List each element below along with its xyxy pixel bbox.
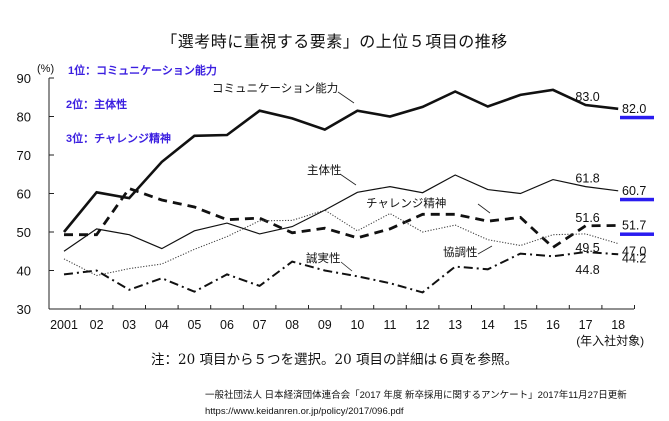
- series-line-5: [63, 250, 619, 294]
- series-line-3: [64, 186, 619, 250]
- y-axis-unit: (%): [37, 63, 54, 75]
- x-axis-label: (年入社対象): [576, 333, 644, 348]
- x-tick-label: 05: [187, 318, 201, 332]
- callout-leader-line: [477, 203, 491, 214]
- callout-leader-line: [477, 245, 493, 255]
- source-line: 一般社団法人 日本経済団体連合会「2017 年度 新卒採用に関するアンケート」2…: [205, 390, 627, 401]
- y-tick-label: 90: [17, 71, 31, 86]
- data-label: 51.6: [575, 211, 599, 225]
- x-tick-label: 08: [285, 318, 299, 332]
- data-label: 44.2: [622, 251, 646, 265]
- x-tick-label: 12: [416, 318, 430, 332]
- data-label: 61.8: [575, 172, 599, 186]
- ranking-legend-item: 3位：チャレンジ精神: [66, 131, 171, 145]
- y-tick-label: 60: [17, 187, 31, 202]
- series-callout-label: コミュニケーション能力: [212, 81, 338, 95]
- x-tick-label: 18: [611, 318, 625, 332]
- x-tick-label: 15: [513, 318, 527, 332]
- y-tick-label: 30: [17, 302, 31, 317]
- y-tick-label: 40: [17, 264, 31, 279]
- highlight-underline: [620, 232, 654, 236]
- y-tick-label: 50: [17, 225, 31, 240]
- series-line-1: [62, 88, 619, 233]
- series-line-2: [63, 174, 619, 252]
- data-label: 83.0: [575, 90, 599, 104]
- highlight-underline: [620, 197, 654, 202]
- y-tick-label: 70: [17, 148, 31, 163]
- source-citation: 一般社団法人 日本経済団体連合会「2017 年度 新卒採用に関するアンケート」2…: [205, 388, 627, 420]
- y-tick-label: 80: [17, 110, 31, 125]
- x-tick-label: 02: [90, 318, 104, 332]
- source-url: https://www.keidanren.or.jp/policy/2017/…: [205, 406, 404, 417]
- x-tick-label: 10: [350, 318, 364, 332]
- callout-leader-line: [339, 173, 357, 186]
- axes: 30 40 50 60 70 80 90 (%) 2001 02 03 04 05 06 07 08 09 10 1…: [17, 63, 645, 348]
- series-callout-label: 協調性: [443, 245, 478, 259]
- x-tick-label: 03: [122, 318, 136, 332]
- x-tick-label: 16: [546, 318, 560, 332]
- data-label: 49.5: [575, 241, 599, 255]
- callout-leader-line: [340, 261, 353, 272]
- data-label: 44.8: [575, 263, 599, 277]
- x-tick-label: 11: [384, 318, 397, 332]
- chart-title: 「選考時に重視する要素」の上位５項目の推移: [161, 32, 508, 51]
- x-tick-label: 14: [481, 318, 495, 332]
- series-callout-label: チャレンジ精神: [366, 196, 446, 210]
- chart-note: 注：20 項目から５つを選択。20 項目の詳細は６頁を参照。: [151, 352, 518, 368]
- data-label: 51.7: [622, 218, 646, 232]
- x-tick-label: 17: [579, 318, 593, 332]
- data-label: 82.0: [622, 102, 646, 116]
- x-tick-label: 04: [155, 318, 169, 332]
- series-callout-label: 誠実性: [306, 251, 341, 265]
- labels-layer: 83.0 82.0 61.8 60.7 51.6 51.7 49.5 47.0 44.8 44.2…: [66, 63, 654, 277]
- highlight-underline: [620, 115, 654, 120]
- x-tick-label: 06: [220, 318, 234, 332]
- series-layer: [62, 88, 619, 294]
- x-tick-label: 09: [318, 318, 332, 332]
- x-tick-label: 13: [448, 318, 462, 332]
- data-label: 60.7: [622, 184, 646, 198]
- callout-leader-line: [337, 91, 355, 104]
- x-tick-label: 07: [253, 318, 267, 332]
- x-tick-label: 2001: [50, 318, 78, 332]
- data-label: 47.0: [622, 245, 646, 259]
- ranking-legend-item: 1位：コミュニケーション能力: [68, 63, 217, 77]
- ranking-legend-item: 2位：主体性: [66, 97, 127, 111]
- series-callout-label: 主体性: [307, 163, 342, 177]
